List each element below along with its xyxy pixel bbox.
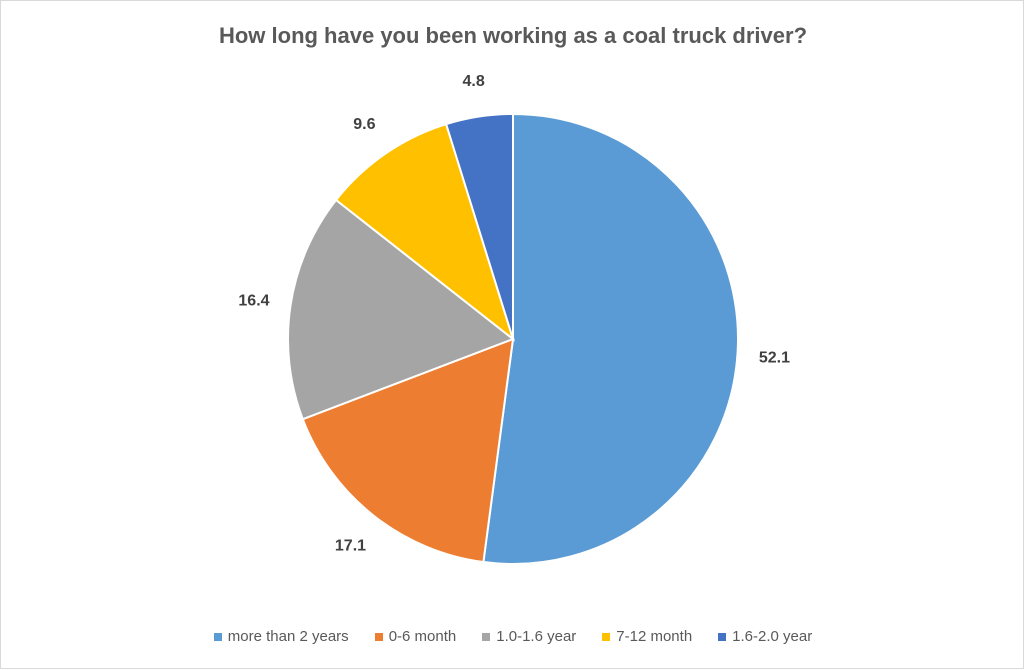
legend-item: 0-6 month: [374, 628, 457, 645]
pie-slice-more-than-2-years: [482, 112, 739, 565]
legend-label: 1.6-2.0 year: [732, 628, 813, 645]
chart-title: How long have you been working as a coal…: [218, 23, 808, 48]
pie-slice-1-6-2-0-year: [444, 112, 514, 340]
legend-item: 1.0-1.6 year: [482, 628, 576, 645]
legend-item: 1.6-2.0 year: [718, 628, 812, 645]
legend-label: 1.0-1.6 year: [496, 628, 577, 645]
data-label: 52.1: [759, 349, 790, 366]
data-label: 17.1: [335, 537, 366, 554]
legend-label: 0-6 month: [388, 628, 457, 645]
data-label: 4.8: [463, 73, 485, 90]
legend-item: more than 2 years: [213, 628, 349, 645]
pie-slice-7-12-month: [334, 122, 515, 342]
data-label: 9.6: [353, 116, 375, 133]
legend-swatch: [602, 632, 611, 641]
legend: more than 2 years 0-6 month 1.0-1.6 year 7-…: [1, 628, 1024, 645]
legend-swatch: [718, 632, 727, 641]
legend-swatch: [213, 632, 222, 641]
legend-swatch: [374, 632, 383, 641]
legend-swatch: [482, 632, 491, 641]
pie-slice-1-0-1-6-year: [287, 198, 516, 421]
pie-slice-0-6-month: [301, 337, 515, 564]
legend-label: 7-12 month: [616, 628, 693, 645]
data-label: 16.4: [238, 293, 269, 310]
legend-label: more than 2 years: [227, 628, 349, 645]
legend-item: 7-12 month: [602, 628, 692, 645]
